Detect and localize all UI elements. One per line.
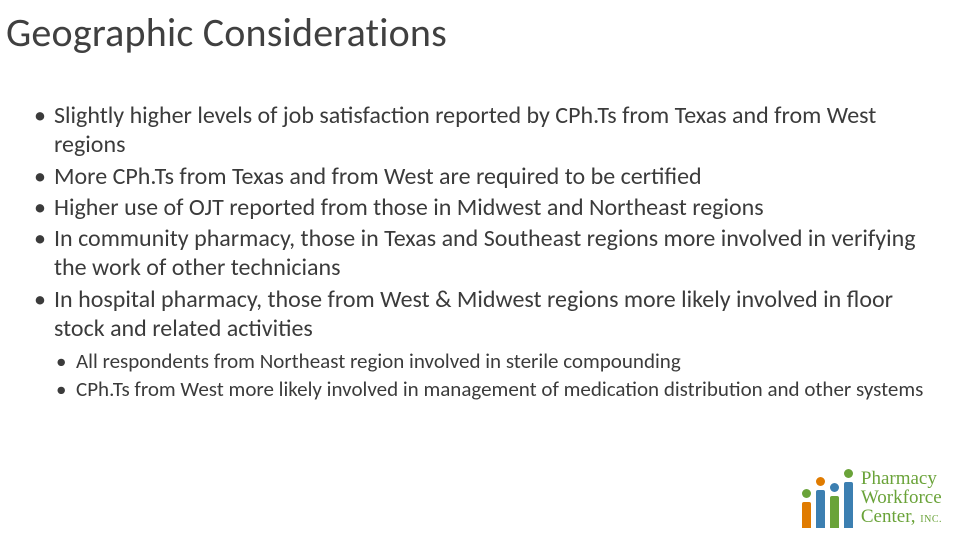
- slide-title: Geographic Considerations: [0, 0, 960, 57]
- sub-bullet-item: CPh.Ts from West more likely involved in…: [54, 377, 930, 403]
- logo-bar-icon: [802, 502, 811, 528]
- bullet-list: Slightly higher levels of job satisfacti…: [30, 101, 930, 343]
- logo-bar-icon: [830, 496, 839, 528]
- logo-dot-icon: [844, 469, 853, 478]
- logo-bar-icon: [844, 482, 853, 528]
- logo-dot-icon: [830, 483, 839, 492]
- logo-text: Pharmacy Workforce Center, INC.: [861, 469, 942, 528]
- logo-bars-icon: [802, 469, 853, 528]
- bullet-item: In community pharmacy, those in Texas an…: [30, 224, 930, 283]
- logo-line-1: Pharmacy: [861, 469, 942, 488]
- logo-bar-column: [802, 489, 811, 528]
- logo-bar-column: [830, 483, 839, 528]
- logo: Pharmacy Workforce Center, INC.: [802, 469, 942, 528]
- bullet-item: Higher use of OJT reported from those in…: [30, 193, 930, 222]
- sub-bullet-item: All respondents from Northeast region in…: [54, 349, 930, 375]
- logo-line-3: Center, INC.: [861, 507, 942, 526]
- logo-bar-column: [816, 477, 825, 528]
- logo-inc: INC.: [920, 514, 942, 525]
- logo-center-word: Center,: [861, 506, 916, 527]
- logo-dot-icon: [802, 489, 811, 498]
- logo-dot-icon: [816, 477, 825, 486]
- logo-bar-icon: [816, 490, 825, 528]
- bullet-item: More CPh.Ts from Texas and from West are…: [30, 162, 930, 191]
- bullet-item: In hospital pharmacy, those from West & …: [30, 285, 930, 344]
- slide: Geographic Considerations Slightly highe…: [0, 0, 960, 540]
- sub-bullet-list: All respondents from Northeast region in…: [30, 349, 930, 402]
- logo-line-2: Workforce: [861, 488, 942, 507]
- content-area: Slightly higher levels of job satisfacti…: [0, 57, 960, 402]
- logo-bar-column: [844, 469, 853, 528]
- bullet-item: Slightly higher levels of job satisfacti…: [30, 101, 930, 160]
